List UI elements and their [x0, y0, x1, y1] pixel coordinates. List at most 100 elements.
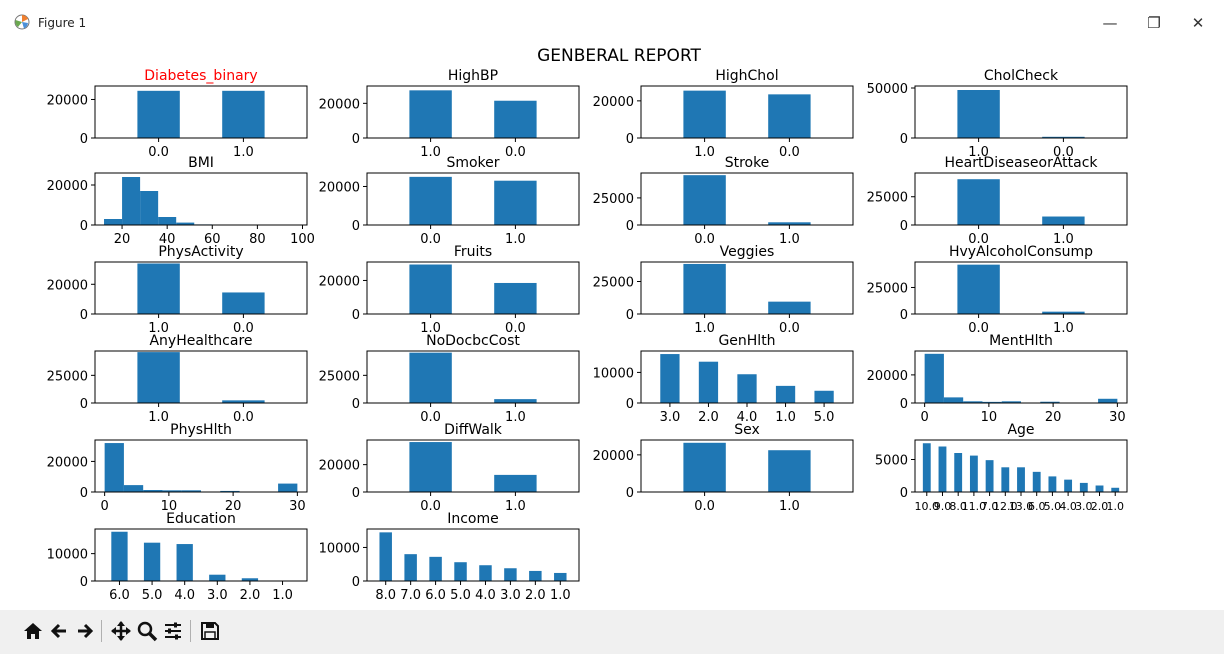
bar [768, 94, 811, 138]
subplot-title: HeartDiseaseorAttack [944, 155, 1098, 171]
x-tick-label: 2.0 [698, 410, 719, 425]
y-tick-label: 0 [626, 308, 634, 323]
subplot-title: PhysHlth [170, 422, 232, 438]
save-icon[interactable] [197, 616, 223, 646]
axes-frame [640, 439, 854, 493]
x-tick-label: 10.0 [915, 500, 940, 513]
bar [683, 175, 726, 225]
figure-canvas: GENBERAL REPORT 0.0 1.0020000Diabetes_bin… [47, 46, 1128, 603]
subplot-title: CholCheck [984, 68, 1059, 84]
y-tick-label: 0 [900, 486, 908, 501]
y-tick-label: 0 [352, 308, 360, 323]
window-titlebar: Figure 1 — ❐ ✕ [0, 0, 1224, 44]
bar [954, 453, 963, 492]
bar [454, 562, 467, 581]
x-tick-label: 40 [159, 232, 176, 247]
bar [1017, 467, 1025, 492]
subplot-title: HvyAlcoholConsump [949, 244, 1093, 260]
x-tick-label: 0.0 [505, 145, 526, 160]
minimize-button[interactable]: — [1102, 14, 1118, 32]
y-tick-label: 0 [900, 219, 908, 234]
y-tick-label: 0 [80, 132, 88, 147]
x-tick-label: 1.0 [779, 232, 800, 247]
subplot-title: Veggies [720, 244, 775, 260]
home-icon[interactable] [20, 616, 46, 646]
axes-frame [94, 528, 308, 582]
y-tick-label: 20000 [47, 93, 88, 108]
bar [409, 90, 452, 138]
bar [494, 180, 537, 225]
x-tick-label: 0.0 [694, 499, 715, 514]
forward-icon[interactable] [72, 616, 98, 646]
bar [683, 442, 726, 492]
x-tick-label: 1.0 [694, 321, 715, 336]
toolbar-separator [101, 620, 102, 642]
histogram-bar [943, 397, 964, 403]
axes-frame [94, 439, 308, 493]
bar [494, 100, 537, 138]
y-tick-label: 0 [352, 486, 360, 501]
y-tick-label: 0 [352, 575, 360, 590]
navigation-toolbar [0, 610, 1224, 654]
y-tick-label: 10000 [319, 541, 360, 556]
y-tick-label: 20000 [319, 97, 360, 112]
x-tick-label: 5.0 [1044, 500, 1062, 513]
x-tick-label: 4.0 [475, 588, 496, 603]
bar [698, 361, 719, 403]
x-tick-label: 0.0 [968, 232, 989, 247]
y-tick-label: 25000 [867, 281, 908, 296]
axes-frame [914, 172, 1128, 226]
histogram-bar [1001, 401, 1021, 403]
bar [957, 90, 1000, 138]
y-tick-label: 25000 [47, 369, 88, 384]
x-tick-label: 1.0 [233, 145, 254, 160]
histogram-bar [104, 219, 123, 225]
y-tick-label: 10000 [47, 548, 88, 563]
close-button[interactable]: ✕ [1191, 14, 1205, 32]
maximize-button[interactable]: ❐ [1147, 14, 1161, 32]
histogram-bar [181, 490, 201, 492]
y-tick-label: 20000 [47, 455, 88, 470]
x-tick-label: 5.0 [814, 410, 835, 425]
x-tick-label: 12.0 [993, 500, 1018, 513]
y-tick-label: 0 [352, 397, 360, 412]
histogram-bar [122, 177, 141, 225]
back-icon[interactable] [46, 616, 72, 646]
x-tick-label: 0.0 [148, 145, 169, 160]
y-tick-label: 20000 [593, 449, 634, 464]
bar [429, 556, 442, 581]
x-tick-label: 3.0 [660, 410, 681, 425]
bar [241, 578, 259, 581]
subplot-title: Education [166, 511, 236, 527]
histogram-bar [220, 490, 240, 492]
bar [985, 460, 994, 492]
y-tick-label: 10000 [593, 366, 634, 381]
y-tick-label: 50000 [867, 82, 908, 97]
x-tick-label: 0.0 [779, 145, 800, 160]
x-tick-label: 7.0 [981, 500, 999, 513]
x-tick-label: 2.0 [525, 588, 546, 603]
bar [409, 176, 452, 225]
y-tick-label: 0 [80, 575, 88, 590]
bar [957, 179, 1000, 225]
bar [176, 544, 193, 581]
histogram-bar [143, 490, 163, 492]
configure-subplots-icon[interactable] [160, 616, 186, 646]
axes-frame [94, 350, 308, 404]
y-tick-label: 20000 [593, 95, 634, 110]
bar [222, 90, 265, 138]
bar [922, 443, 931, 492]
axes-frame [94, 261, 308, 315]
x-tick-label: 20 [1045, 410, 1062, 425]
axes-frame [640, 261, 854, 315]
x-tick-label: 11.0 [962, 500, 987, 513]
x-tick-label: 2.0 [1091, 500, 1109, 513]
zoom-icon[interactable] [134, 616, 160, 646]
bar [1064, 479, 1073, 492]
y-tick-label: 0 [352, 219, 360, 234]
pan-icon[interactable] [108, 616, 134, 646]
axes-frame [366, 172, 580, 226]
histogram-bar [123, 485, 144, 492]
x-tick-label: 0.0 [420, 410, 441, 425]
y-tick-label: 0 [80, 219, 88, 234]
